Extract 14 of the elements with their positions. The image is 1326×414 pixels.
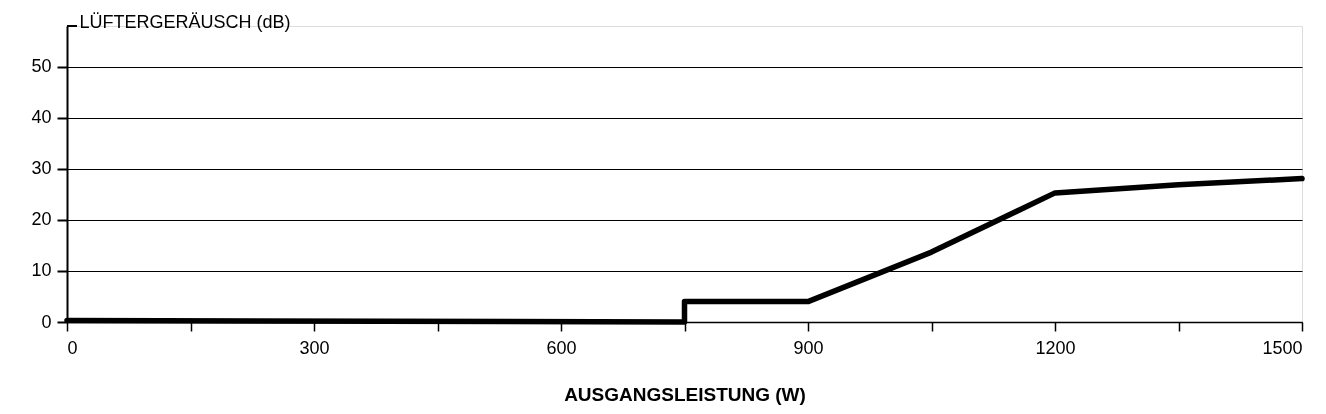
- x-tick-label: 900: [793, 337, 824, 358]
- x-tick-label: 600: [546, 337, 577, 358]
- y-tick-label: 20: [31, 209, 52, 230]
- y-tick-label: 30: [31, 158, 52, 179]
- y-tick-label: 0: [41, 311, 52, 332]
- x-tick-label: 1200: [1035, 337, 1076, 358]
- y-tick-label: 50: [31, 56, 52, 77]
- x-axis-title: AUSGANGSLEISTUNG (W): [564, 383, 806, 405]
- y-tick-label: 40: [31, 107, 52, 128]
- y-axis-title: LÜFTERGERÄUSCH (dB): [79, 11, 291, 32]
- x-tick-label: 1500: [1262, 337, 1303, 358]
- y-tick-label: 10: [31, 260, 52, 281]
- x-tick-label: 0: [67, 337, 78, 358]
- x-tick-label: 300: [299, 337, 330, 358]
